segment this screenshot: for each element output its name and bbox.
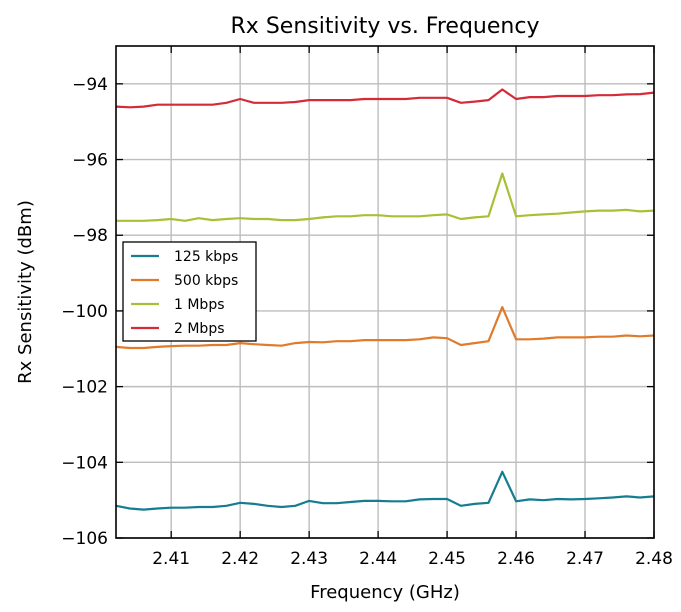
axis-ticks: 2.41 2.42 2.43 2.44 2.45 2.46 2.47 2.48 −106 −104… (61, 46, 673, 569)
legend-label-500-kbps: 500 kbps (174, 273, 238, 289)
y-tick-label: −102 (61, 378, 108, 398)
y-tick-label: −96 (72, 151, 108, 171)
chart-title: Rx Sensitivity vs. Frequency (231, 14, 540, 39)
y-tick-label: −100 (61, 302, 108, 322)
x-tick-label: 2.45 (428, 549, 466, 569)
series-line-125-kbps (115, 470, 655, 511)
x-axis-label: Frequency (GHz) (310, 582, 460, 603)
plot-frame (115, 45, 655, 539)
y-tick-label: −104 (61, 453, 108, 473)
x-tick-label: 2.41 (152, 549, 190, 569)
x-tick-label: 2.48 (635, 549, 673, 569)
series-line-1-mbps (116, 172, 655, 222)
y-tick-label: −106 (61, 529, 108, 549)
legend-box (122, 241, 257, 342)
series-lines (115, 88, 655, 511)
legend-label-2-mbps: 2 Mbps (174, 321, 225, 337)
series-line-500-kbps (115, 306, 655, 350)
legend-label-1-mbps: 1 Mbps (174, 297, 225, 313)
legend-label-125-kbps: 125 kbps (174, 249, 238, 265)
x-tick-label: 2.47 (566, 549, 604, 569)
y-axis-label: Rx Sensitivity (dBm) (15, 200, 36, 384)
x-tick-label: 2.42 (221, 549, 259, 569)
y-tick-label: −94 (72, 75, 108, 95)
x-tick-label: 2.44 (359, 549, 397, 569)
y-tick-label: −98 (72, 226, 108, 246)
x-tick-label: 2.46 (497, 549, 535, 569)
x-tick-label: 2.43 (290, 549, 328, 569)
series-line-2-mbps (115, 88, 655, 109)
legend: 125 kbps 500 kbps 1 Mbps 2 Mbps (122, 241, 257, 342)
